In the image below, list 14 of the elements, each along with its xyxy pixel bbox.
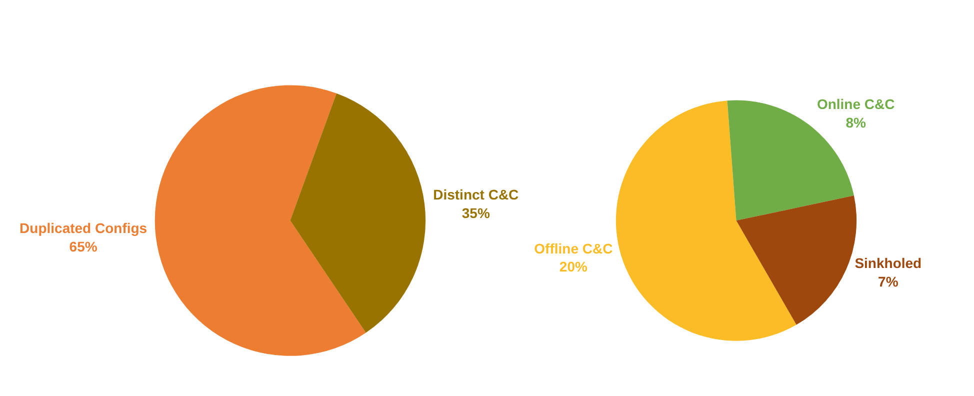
slice-label: Offline C&C xyxy=(534,240,613,256)
pie-slice xyxy=(736,196,856,325)
slice-label: Sinkholed xyxy=(854,255,922,272)
pie-slice xyxy=(616,100,796,341)
data-label: 20% xyxy=(559,258,588,275)
pie-slice xyxy=(154,85,366,356)
data-label: 65% xyxy=(69,238,98,254)
slice-label: Distinct C&C xyxy=(433,186,519,203)
slice-label: Online C&C xyxy=(816,96,895,112)
data-label: 35% xyxy=(462,204,490,221)
pie-slice xyxy=(290,93,426,333)
data-label: 8% xyxy=(846,114,867,130)
data-label: 7% xyxy=(878,273,899,290)
slice-label: Duplicated Configs xyxy=(20,220,148,236)
